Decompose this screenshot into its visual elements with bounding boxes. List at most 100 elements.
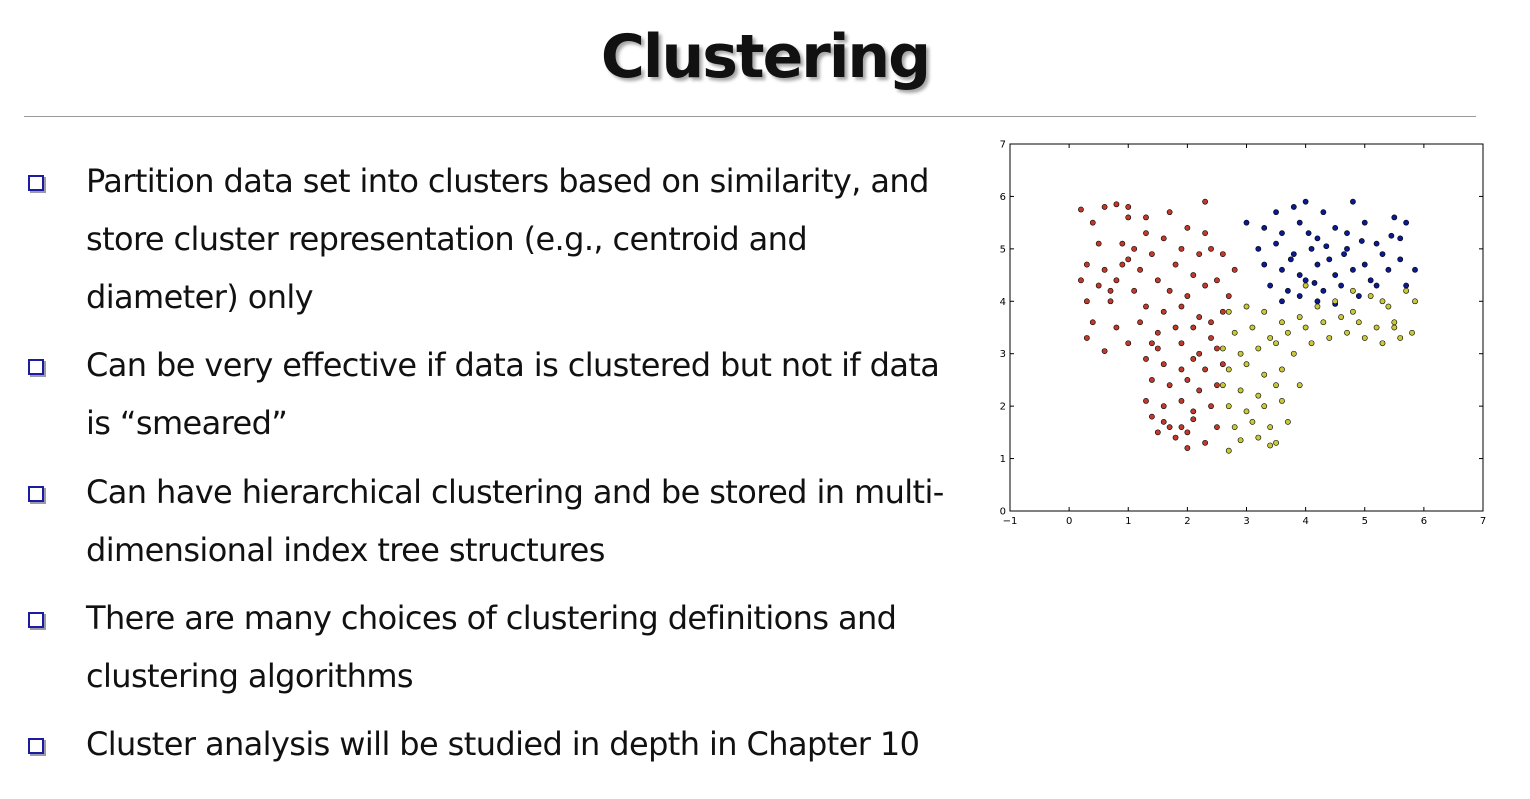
data-point: [1296, 314, 1303, 320]
data-point: [1178, 397, 1185, 404]
data-point: [1202, 282, 1209, 289]
data-point: [1279, 319, 1285, 326]
data-point: [1113, 324, 1120, 331]
data-point: [1332, 298, 1339, 305]
data-point: [1284, 287, 1291, 294]
data-point: [1255, 434, 1262, 441]
data-point: [1332, 272, 1339, 278]
data-point: [1172, 324, 1179, 331]
data-point: [1344, 245, 1350, 252]
data-point: [1391, 319, 1398, 326]
data-point: [1095, 282, 1102, 289]
data-point: [1305, 230, 1312, 237]
data-point: [1225, 293, 1232, 299]
y-tick-label: 6: [1000, 192, 1006, 203]
data-point: [1190, 416, 1197, 423]
data-point: [1379, 340, 1386, 347]
bullet-line: store cluster representation (e.g., cent…: [86, 220, 808, 258]
data-point: [1214, 424, 1220, 431]
data-point: [1350, 266, 1356, 273]
data-point: [1190, 272, 1197, 278]
data-point: [1160, 235, 1167, 242]
y-tick-label: 5: [1000, 244, 1006, 255]
bullet-line: Can be very effective if data is cluster…: [86, 346, 940, 384]
data-point: [1202, 366, 1209, 373]
data-point: [1279, 266, 1285, 273]
data-point: [1237, 437, 1244, 444]
data-point: [1314, 298, 1321, 305]
data-point: [1296, 219, 1303, 226]
data-point: [1379, 298, 1386, 305]
data-point: [1355, 293, 1362, 299]
data-point: [1131, 287, 1138, 294]
data-point: [1397, 335, 1404, 341]
data-point: [1154, 329, 1161, 336]
data-point: [1261, 403, 1268, 410]
data-point: [1208, 319, 1214, 326]
data-point: [1202, 198, 1209, 205]
data-point: [1184, 429, 1191, 436]
data-point: [1154, 345, 1161, 352]
data-point: [1208, 245, 1214, 252]
data-point: [1403, 219, 1410, 226]
data-point: [1160, 403, 1167, 410]
data-point: [1243, 408, 1250, 415]
data-point: [1388, 232, 1395, 239]
data-point: [1255, 245, 1262, 252]
data-point: [1373, 324, 1380, 331]
bullet-line: dimensional index tree structures: [86, 531, 605, 569]
data-point: [1219, 345, 1226, 352]
data-point: [1367, 277, 1374, 284]
checkbox-bullet-icon: [28, 612, 44, 628]
data-point: [1184, 445, 1191, 451]
data-point: [1219, 361, 1226, 368]
data-point: [1119, 261, 1126, 268]
data-point: [1314, 261, 1321, 268]
data-point: [1397, 235, 1404, 242]
data-point: [1107, 287, 1114, 294]
data-point: [1107, 298, 1114, 305]
data-point: [1367, 293, 1374, 299]
data-point: [1302, 277, 1309, 284]
data-point: [1148, 413, 1155, 420]
data-point: [1101, 266, 1108, 273]
data-point: [1279, 230, 1285, 237]
data-point: [1166, 424, 1173, 431]
data-point: [1290, 350, 1297, 357]
data-point: [1160, 361, 1167, 368]
data-point: [1089, 319, 1096, 326]
data-point: [1308, 245, 1315, 252]
data-point: [1302, 282, 1309, 289]
data-point: [1391, 214, 1398, 221]
data-point: [1320, 319, 1327, 326]
data-point: [1403, 282, 1410, 289]
data-point: [1261, 261, 1268, 268]
data-point: [1225, 366, 1232, 373]
data-point: [1131, 245, 1138, 252]
data-point: [1089, 219, 1096, 226]
data-point: [1290, 204, 1297, 210]
data-point: [1261, 224, 1268, 231]
data-point: [1125, 340, 1132, 347]
data-point: [1196, 251, 1203, 257]
data-point: [1178, 340, 1185, 347]
data-point: [1355, 319, 1362, 326]
data-point: [1255, 345, 1262, 352]
data-point: [1373, 240, 1380, 247]
data-point: [1296, 382, 1303, 389]
data-point: [1166, 209, 1173, 216]
data-point: [1249, 418, 1256, 425]
slide-title: Clustering: [600, 22, 931, 92]
bullet-line: There are many choices of clustering def…: [86, 599, 897, 637]
data-point: [1243, 303, 1250, 310]
data-point: [1287, 256, 1294, 263]
data-point: [1255, 392, 1262, 399]
checkbox-bullet-icon: [28, 175, 44, 191]
plot-frame: [1009, 143, 1484, 512]
data-point: [1320, 209, 1327, 216]
data-point: [1078, 277, 1084, 284]
data-point: [1273, 340, 1279, 347]
bullet-line: is “smeared”: [86, 404, 288, 442]
data-point: [1323, 243, 1330, 250]
